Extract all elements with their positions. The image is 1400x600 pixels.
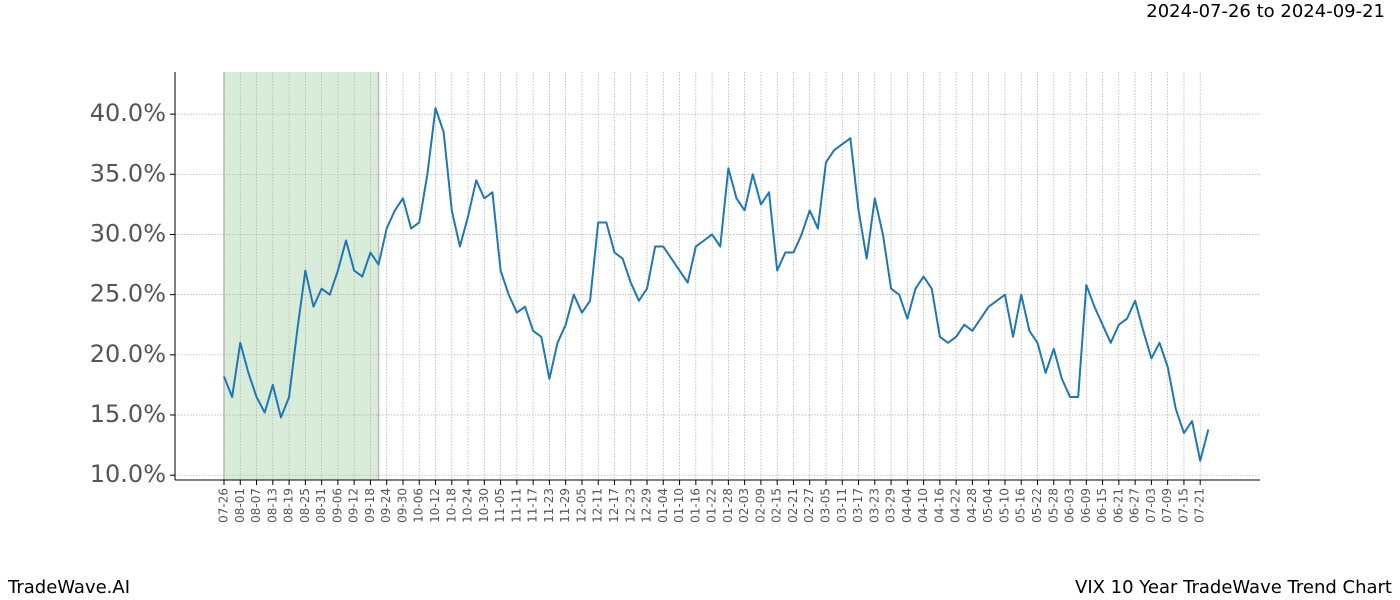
y-tick-label: 35.0% [90, 159, 166, 187]
x-tick-label: 08-13 [265, 488, 279, 523]
x-tick-label: 02-09 [753, 488, 767, 523]
x-tick-label: 10-24 [461, 488, 475, 523]
x-tick-label: 01-04 [656, 488, 670, 523]
x-tick-label: 05-28 [1046, 488, 1060, 523]
x-tick-label: 03-17 [851, 488, 865, 523]
x-tick-label: 05-16 [1014, 488, 1028, 523]
x-tick-label: 10-12 [428, 488, 442, 523]
x-tick-label: 03-11 [835, 488, 849, 523]
x-tick-label: 10-30 [477, 488, 491, 523]
x-tick-label: 11-05 [493, 488, 507, 523]
x-tick-label: 03-05 [818, 488, 832, 523]
y-tick-label: 15.0% [90, 400, 166, 428]
x-tick-label: 09-12 [347, 488, 361, 523]
footer-left: TradeWave.AI [7, 577, 130, 598]
x-tick-label: 12-29 [640, 488, 654, 523]
x-tick-label: 05-10 [997, 488, 1011, 523]
x-tick-label: 09-18 [363, 488, 377, 523]
x-tick-label: 08-25 [298, 488, 312, 523]
x-tick-label: 12-05 [574, 488, 588, 523]
x-tick-label: 07-03 [1144, 488, 1158, 523]
x-tick-label: 07-09 [1160, 488, 1174, 523]
footer-right: VIX 10 Year TradeWave Trend Chart [1075, 577, 1392, 598]
x-tick-label: 11-11 [509, 488, 523, 523]
x-tick-label: 01-22 [705, 488, 719, 523]
grid [175, 72, 1260, 480]
x-tick-label: 05-22 [1030, 488, 1044, 523]
x-tick-label: 04-22 [949, 488, 963, 523]
x-tick-label: 10-18 [444, 488, 458, 523]
x-tick-label: 08-01 [233, 488, 247, 523]
line-series [223, 107, 1210, 462]
x-tick-label: 03-23 [867, 488, 881, 523]
x-tick-label: 02-21 [786, 488, 800, 523]
x-tick-label: 02-27 [802, 488, 816, 523]
x-tick-label: 02-15 [770, 488, 784, 523]
y-tick-label: 10.0% [90, 460, 166, 488]
x-tick-label: 09-30 [395, 488, 409, 523]
x-tick-label: 11-17 [526, 488, 540, 523]
x-tick-label: 09-06 [330, 488, 344, 523]
x-tick-label: 04-04 [900, 488, 914, 523]
y-tick-label: 25.0% [90, 280, 166, 308]
x-tick-label: 06-21 [1111, 488, 1125, 523]
x-tick-label: 08-19 [282, 488, 296, 523]
x-tick-label: 05-04 [981, 488, 995, 523]
x-tick-label: 09-24 [379, 488, 393, 523]
x-tick-label: 07-26 [217, 488, 231, 523]
x-tick-label: 01-28 [721, 488, 735, 523]
y-tick-label: 20.0% [90, 340, 166, 368]
highlight-band [224, 72, 379, 480]
x-tick-label: 08-07 [249, 488, 263, 523]
x-tick-label: 11-23 [542, 488, 556, 523]
x-tick-label: 08-31 [314, 488, 328, 523]
x-tick-label: 07-15 [1176, 488, 1190, 523]
x-tick-label: 04-28 [965, 488, 979, 523]
x-tick-label: 12-11 [591, 488, 605, 523]
x-tick-label: 06-27 [1128, 488, 1142, 523]
x-tick-label: 01-16 [688, 488, 702, 523]
x-tick-label: 04-10 [916, 488, 930, 523]
x-tick-label: 12-23 [623, 488, 637, 523]
x-tick-label: 07-21 [1193, 488, 1207, 523]
y-tick-label: 40.0% [90, 99, 166, 127]
x-tick-label: 03-29 [884, 488, 898, 523]
y-tick-label: 30.0% [90, 219, 166, 247]
chart-subtitle: 2024-07-26 to 2024-09-21 [1146, 1, 1385, 22]
x-tick-label: 01-10 [672, 488, 686, 523]
x-tick-label: 06-09 [1079, 488, 1093, 523]
x-tick-label: 10-06 [412, 488, 426, 523]
x-tick-label: 02-03 [737, 488, 751, 523]
x-tick-label: 11-29 [558, 488, 572, 523]
x-tick-label: 06-15 [1095, 488, 1109, 523]
x-tick-label: 04-16 [932, 488, 946, 523]
x-tick-label: 12-17 [607, 488, 621, 523]
x-tick-label: 06-03 [1063, 488, 1077, 523]
